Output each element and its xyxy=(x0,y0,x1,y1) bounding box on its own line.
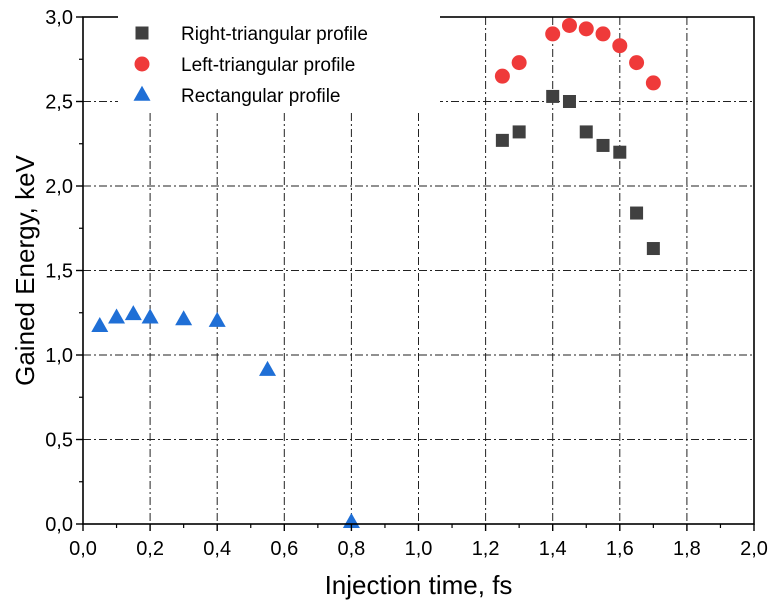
series-2-point xyxy=(91,316,109,332)
series-1-point xyxy=(578,21,594,37)
data-markers xyxy=(91,17,661,529)
series-0-point xyxy=(630,206,644,220)
series-1-point xyxy=(645,75,661,91)
x-tick-label: 0,4 xyxy=(203,538,231,560)
series-1-point xyxy=(511,55,527,71)
series-1-point xyxy=(629,55,645,71)
x-tick-label: 0,6 xyxy=(270,538,298,560)
series-1-point xyxy=(595,26,611,42)
series-2-point xyxy=(141,308,159,324)
series-2-point xyxy=(175,310,193,326)
x-tick-label: 0,8 xyxy=(337,538,365,560)
series-0-point xyxy=(512,125,526,139)
series-2-point xyxy=(108,308,126,324)
series-1-point xyxy=(561,17,577,33)
series-0-point xyxy=(562,95,576,108)
series-0-point xyxy=(546,89,560,103)
series-0-point xyxy=(579,125,593,139)
x-tick-label: 1,6 xyxy=(606,538,634,560)
series-0-point xyxy=(596,138,610,152)
y-tick-label: 2,0 xyxy=(45,176,73,198)
x-tick-label: 1,2 xyxy=(472,538,500,560)
legend-marker xyxy=(135,26,149,40)
series-1-point xyxy=(494,68,510,84)
series-1-point xyxy=(612,38,628,54)
series-0-point xyxy=(495,133,509,147)
legend-label: Right-triangular profile xyxy=(181,24,368,45)
y-tick-label: 2,5 xyxy=(45,92,73,114)
x-tick-label: 0,2 xyxy=(136,538,164,560)
tick-labels: 0,0 0,2 0,4 0,6 0,8 1,0 1,2 1,4 1,6 1,8 2,0 0,0 0,5 1… xyxy=(45,7,768,560)
legend-label: Left-triangular profile xyxy=(181,55,355,76)
x-tick-label: 1,4 xyxy=(539,538,567,560)
x-tick-label: 2,0 xyxy=(740,538,768,560)
series-2-point xyxy=(259,360,277,376)
series-1-point xyxy=(545,26,561,42)
y-tick-label: 3,0 xyxy=(45,7,73,29)
legend-marker xyxy=(133,85,151,101)
y-tick-label: 0,5 xyxy=(45,430,73,452)
series-2-point xyxy=(124,305,142,321)
y-tick-label: 1,5 xyxy=(45,261,73,283)
series-2-point xyxy=(208,311,226,327)
y-axis-title: Gained Energy, keV xyxy=(10,154,40,385)
y-tick-label: 0,0 xyxy=(45,514,73,536)
legend-box xyxy=(118,14,440,110)
series-0-point xyxy=(613,145,627,159)
x-axis-title: Injection time, fs xyxy=(325,570,513,600)
series-0-point xyxy=(646,242,660,256)
legend-label: Rectangular profile xyxy=(181,86,340,107)
legend: Right-triangular profile Left-triangular … xyxy=(118,14,440,110)
x-tick-label: 1,8 xyxy=(673,538,701,560)
legend-marker xyxy=(134,56,150,72)
x-tick-label: 0,0 xyxy=(69,538,97,560)
x-tick-label: 1,0 xyxy=(405,538,433,560)
y-tick-label: 1,0 xyxy=(45,345,73,367)
